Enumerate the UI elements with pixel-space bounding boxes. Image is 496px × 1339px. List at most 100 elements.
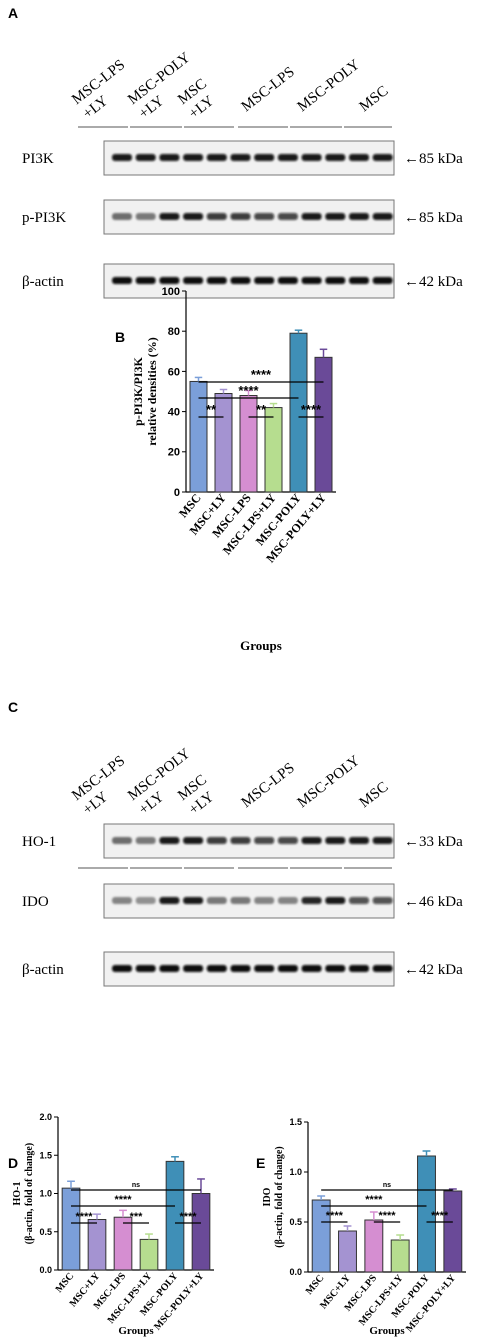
blot-band: [301, 965, 322, 972]
blot-kda: ←33 kDa: [404, 834, 463, 850]
y-axis-label-line: (β-actin, fold of change): [274, 1146, 285, 1247]
blot-band: [112, 277, 132, 284]
blot-label: PI3K: [22, 151, 54, 167]
lane-label: MSC-LPS: [239, 64, 298, 115]
blot-band: [159, 837, 180, 844]
blot-band: [325, 154, 346, 161]
blot-band: [301, 837, 322, 844]
lane-label: MSC: [357, 779, 392, 811]
x-tick-label: MSC-POLY+LY: [404, 1272, 459, 1334]
y-tick-label: 1.0: [39, 1189, 52, 1199]
blot-band: [254, 277, 275, 284]
blot-band: [301, 277, 322, 284]
bar-chart-E: E0.00.51.01.5MSCMSC+LYMSC-LPSMSC-LPS+LYM…: [256, 1117, 466, 1337]
blot-row: p-PI3K ←85 kDa: [22, 199, 463, 235]
bar: [264, 407, 283, 493]
blot-band: [349, 965, 369, 972]
blot-band: [112, 213, 132, 220]
significance-label: ****: [301, 402, 322, 417]
significance-label: ****: [238, 383, 259, 398]
blot-band: [277, 965, 298, 972]
x-tick-label: MSC: [304, 1273, 327, 1297]
y-axis-label-line: IDO: [262, 1187, 273, 1206]
panel-letter: D: [8, 1155, 18, 1171]
blot-band: [277, 154, 298, 161]
lane-label: MSC-LPS+LY: [69, 753, 128, 818]
y-tick-label: 1.5: [289, 1117, 302, 1127]
blot-band: [372, 897, 393, 904]
blot-band: [325, 837, 346, 844]
x-axis-label: Groups: [240, 638, 282, 653]
blot-band: [206, 897, 227, 904]
x-axis-label: Groups: [369, 1325, 405, 1337]
blot-kda: ←46 kDa: [404, 894, 463, 910]
significance-label: ****: [365, 1194, 383, 1206]
blot-band: [112, 837, 132, 844]
significance-label: ****: [75, 1211, 93, 1223]
y-tick-label: 60: [168, 366, 180, 378]
blot-band: [112, 965, 132, 972]
significance-label: ****: [114, 1194, 132, 1206]
y-axis-label-line: (β-actin, fold of change): [24, 1143, 35, 1244]
blot-band: [159, 277, 180, 284]
blot-band: [230, 897, 251, 904]
blot-band: [349, 213, 369, 220]
blot-band: [183, 897, 204, 904]
blot-row: β-actin ←42 kDa: [22, 951, 463, 987]
significance-label: ****: [378, 1210, 396, 1222]
bar: [113, 1216, 133, 1271]
bar: [338, 1230, 357, 1273]
blot-band: [349, 897, 369, 904]
lane-label: MSC+LY: [175, 772, 217, 818]
bar: [239, 395, 258, 493]
significance-label: ****: [326, 1210, 344, 1222]
blot-band: [301, 154, 322, 161]
bar: [390, 1239, 410, 1273]
bar: [139, 1238, 159, 1271]
blot-band: [159, 213, 180, 220]
bar: [214, 393, 233, 493]
blot-band: [301, 897, 322, 904]
y-tick-label: 0.0: [39, 1265, 52, 1275]
panel-letter: B: [115, 329, 125, 345]
blot-band: [135, 277, 156, 284]
blot-band: [254, 154, 275, 161]
blot-kda: ←85 kDa: [404, 210, 463, 226]
x-axis-label: Groups: [118, 1325, 154, 1337]
bar-chart-D: D0.00.51.01.52.0MSCMSC+LYMSC-LPSMSC-LPS+…: [8, 1112, 214, 1337]
blot-band: [206, 837, 227, 844]
blot-band: [112, 897, 132, 904]
panel-letter: A: [8, 5, 18, 21]
blot-row: IDO ←46 kDa: [22, 883, 463, 919]
blot-label: β-actin: [22, 274, 64, 290]
lane-label: MSC+LY: [175, 76, 217, 122]
y-tick-label: 0.0: [289, 1267, 302, 1277]
blot-band: [372, 837, 393, 844]
significance-label: ns: [132, 1182, 140, 1189]
blot-band: [230, 154, 251, 161]
y-axis-label-line: HO-1: [12, 1182, 23, 1206]
bar: [443, 1190, 463, 1273]
blot-band: [325, 277, 346, 284]
blot-band: [230, 965, 251, 972]
blot-band: [135, 965, 156, 972]
bar: [87, 1219, 107, 1271]
y-axis-label-line: p-PI3K/PI3K: [131, 356, 145, 425]
blot-band: [349, 277, 369, 284]
bar: [61, 1187, 81, 1271]
blot-band: [254, 897, 275, 904]
blot-band: [372, 154, 393, 161]
panel-letter: E: [256, 1155, 265, 1171]
significance-label: **: [256, 402, 267, 417]
blot-band: [183, 213, 204, 220]
blot-kda: ←42 kDa: [404, 274, 463, 290]
y-tick-label: 0.5: [289, 1217, 302, 1227]
bar: [191, 1193, 211, 1271]
bar: [314, 356, 333, 493]
y-tick-label: 0: [174, 487, 180, 499]
bar: [364, 1219, 384, 1273]
blot-band: [254, 837, 275, 844]
blot-band: [135, 897, 156, 904]
blot-band: [206, 213, 227, 220]
blot-band: [183, 277, 204, 284]
